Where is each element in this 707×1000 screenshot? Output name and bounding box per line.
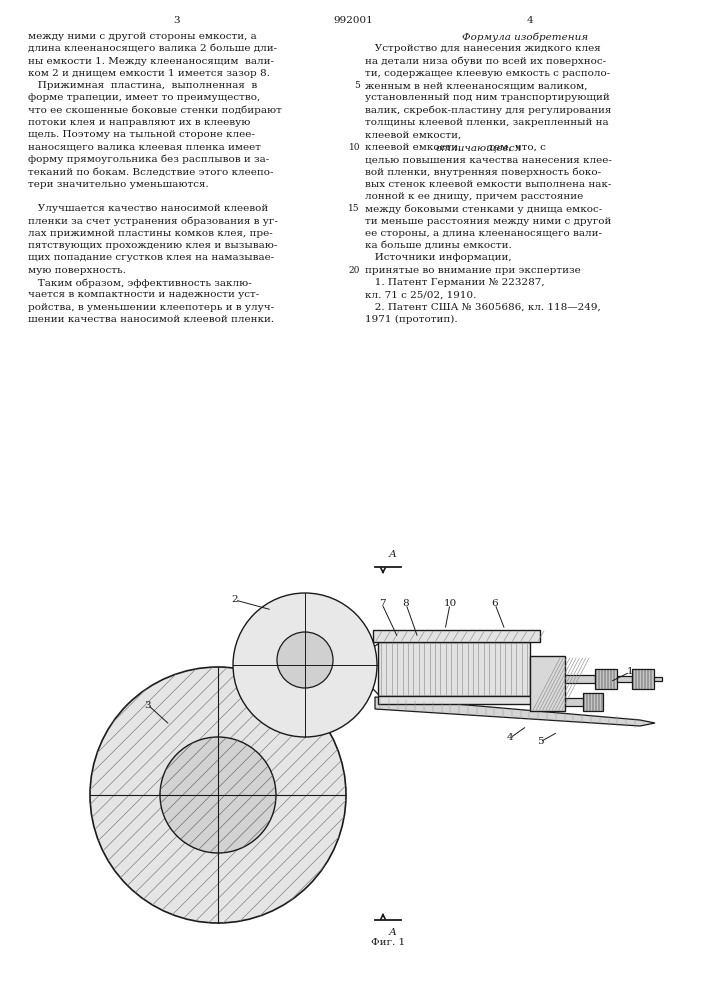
Bar	[583, 693, 603, 711]
Text: теканий по бокам. Вследствие этого клеепо-: теканий по бокам. Вследствие этого клееп…	[28, 167, 274, 176]
Text: пленки за счет устранения образования в уг-: пленки за счет устранения образования в …	[28, 217, 278, 226]
Text: принятые во внимание при экспертизе: принятые во внимание при экспертизе	[365, 266, 580, 275]
Bar	[632, 669, 654, 689]
Text: что ее скошенные боковые стенки подбирают: что ее скошенные боковые стенки подбираю…	[28, 106, 282, 115]
Text: наносящего валика клеевая пленка имеет: наносящего валика клеевая пленка имеет	[28, 143, 261, 152]
Polygon shape	[375, 697, 655, 726]
Text: мую поверхность.: мую поверхность.	[28, 266, 126, 275]
Bar	[595, 669, 617, 689]
Text: 2: 2	[232, 595, 238, 604]
Bar	[378, 642, 530, 696]
Text: 3: 3	[145, 700, 151, 710]
Text: 1971 (прототип).: 1971 (прототип).	[365, 315, 457, 324]
Text: Улучшается качество наносимой клеевой: Улучшается качество наносимой клеевой	[28, 204, 268, 213]
Bar	[560, 698, 585, 706]
Bar	[617, 676, 632, 682]
Text: 5: 5	[537, 738, 543, 746]
Text: целью повышения качества нанесения клее-: целью повышения качества нанесения клее-	[365, 155, 612, 164]
Text: Формула изобретения: Формула изобретения	[462, 32, 588, 41]
Text: кл. 71 с 25/02, 1910.: кл. 71 с 25/02, 1910.	[365, 290, 477, 299]
Text: шении качества наносимой клеевой пленки.: шении качества наносимой клеевой пленки.	[28, 315, 274, 324]
Text: 4: 4	[527, 16, 533, 25]
Text: 1. Патент Германии № 223287,: 1. Патент Германии № 223287,	[365, 278, 544, 287]
Text: 15: 15	[349, 204, 360, 213]
Text: на детали низа обуви по всей их поверхнос-: на детали низа обуви по всей их поверхно…	[365, 57, 606, 66]
Text: ка больше длины емкости.: ка больше длины емкости.	[365, 241, 512, 250]
Text: клеевой емкости,: клеевой емкости,	[365, 143, 464, 152]
Text: 3: 3	[174, 16, 180, 25]
Text: 2. Патент США № 3605686, кл. 118—249,: 2. Патент США № 3605686, кл. 118—249,	[365, 303, 601, 312]
Text: 20: 20	[349, 266, 360, 275]
Text: форму прямоугольника без расплывов и за-: форму прямоугольника без расплывов и за-	[28, 155, 269, 164]
Text: клеевой емкости,: клеевой емкости,	[365, 130, 464, 139]
Text: между боковыми стенками у днища емкос-: между боковыми стенками у днища емкос-	[365, 204, 602, 214]
Text: 992001: 992001	[333, 16, 373, 25]
Text: щель. Поэтому на тыльной стороне клее-: щель. Поэтому на тыльной стороне клее-	[28, 130, 255, 139]
Text: 6: 6	[491, 599, 498, 608]
Bar	[565, 675, 595, 683]
Text: женным в ней клеенаносящим валиком,: женным в ней клеенаносящим валиком,	[365, 81, 588, 90]
Text: Фиг. 1: Фиг. 1	[371, 938, 405, 947]
Text: форме трапеции, имеет то преимущество,: форме трапеции, имеет то преимущество,	[28, 94, 260, 103]
Text: вой пленки, внутренняя поверхность боко-: вой пленки, внутренняя поверхность боко-	[365, 167, 601, 177]
Text: тем, что, с: тем, что, с	[485, 143, 547, 152]
Ellipse shape	[90, 667, 346, 923]
Text: длина клеенаносящего валика 2 больше дли-: длина клеенаносящего валика 2 больше дли…	[28, 44, 277, 53]
Text: тери значительно уменьшаются.: тери значительно уменьшаются.	[28, 180, 209, 189]
Text: отличающееся: отличающееся	[436, 143, 522, 152]
Text: ти меньше расстояния между ними с другой: ти меньше расстояния между ними с другой	[365, 217, 612, 226]
Text: потоки клея и направляют их в клеевую: потоки клея и направляют их в клеевую	[28, 118, 250, 127]
Circle shape	[233, 593, 377, 737]
Text: чается в компактности и надежности уст-: чается в компактности и надежности уст-	[28, 290, 259, 299]
Bar	[373, 630, 540, 642]
Text: лонной к ее днищу, причем расстояние: лонной к ее днищу, причем расстояние	[365, 192, 583, 201]
Ellipse shape	[160, 737, 276, 853]
Bar	[654, 677, 662, 681]
Text: 5: 5	[354, 81, 360, 90]
Text: ком 2 и днищем емкости 1 имеется зазор 8.: ком 2 и днищем емкости 1 имеется зазор 8…	[28, 69, 270, 78]
Text: ее стороны, а длина клеенаносящего вали-: ее стороны, а длина клеенаносящего вали-	[365, 229, 602, 238]
Text: 10: 10	[443, 599, 457, 608]
Text: 1: 1	[626, 668, 633, 676]
Text: Источники информации,: Источники информации,	[365, 253, 512, 262]
Text: Прижимная  пластина,  выполненная  в: Прижимная пластина, выполненная в	[28, 81, 257, 90]
Bar	[378, 696, 540, 704]
Text: вых стенок клеевой емкости выполнена нак-: вых стенок клеевой емкости выполнена нак…	[365, 180, 612, 189]
Text: пятствующих прохождению клея и вызываю-: пятствующих прохождению клея и вызываю-	[28, 241, 277, 250]
Text: 4: 4	[507, 734, 513, 742]
Text: лах прижимной пластины комков клея, пре-: лах прижимной пластины комков клея, пре-	[28, 229, 273, 238]
Text: А: А	[389, 550, 397, 559]
Text: ны емкости 1. Между клеенаносящим  вали-: ны емкости 1. Между клеенаносящим вали-	[28, 57, 274, 66]
Text: ти, содержащее клеевую емкость с располо-: ти, содержащее клеевую емкость с располо…	[365, 69, 610, 78]
Text: 10: 10	[349, 143, 360, 152]
Text: щих попадание сгустков клея на намазывае-: щих попадание сгустков клея на намазывае…	[28, 253, 274, 262]
Text: валик, скребок-пластину для регулирования: валик, скребок-пластину для регулировани…	[365, 106, 612, 115]
Bar	[530, 656, 565, 711]
Text: установленный под ним транспортирующий: установленный под ним транспортирующий	[365, 94, 609, 103]
Text: 7: 7	[379, 599, 385, 608]
Text: Таким образом, эффективность заклю-: Таким образом, эффективность заклю-	[28, 278, 252, 288]
Text: А: А	[389, 928, 397, 937]
Circle shape	[277, 632, 333, 688]
Text: Устройство для нанесения жидкого клея: Устройство для нанесения жидкого клея	[365, 44, 601, 53]
Text: между ними с другой стороны емкости, а: между ними с другой стороны емкости, а	[28, 32, 257, 41]
Text: толщины клеевой пленки, закрепленный на: толщины клеевой пленки, закрепленный на	[365, 118, 609, 127]
Text: ройства, в уменьшении клеепотерь и в улуч-: ройства, в уменьшении клеепотерь и в улу…	[28, 303, 274, 312]
Text: 8: 8	[403, 599, 409, 608]
